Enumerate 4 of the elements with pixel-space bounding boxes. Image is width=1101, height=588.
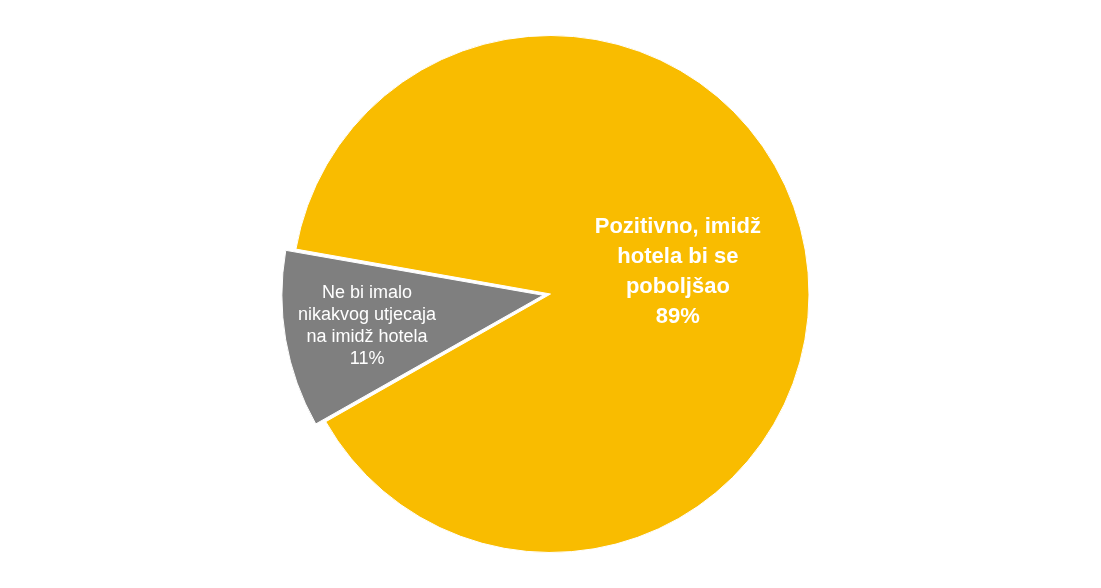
slice-label: Pozitivno, imidž hotela bi se poboljšao <box>594 213 761 299</box>
slice-label: Ne bi imalo nikakvog utjecaja na imidž hotela <box>298 281 438 346</box>
data-label: 89% <box>655 303 700 329</box>
data-label: 11% <box>349 347 385 368</box>
